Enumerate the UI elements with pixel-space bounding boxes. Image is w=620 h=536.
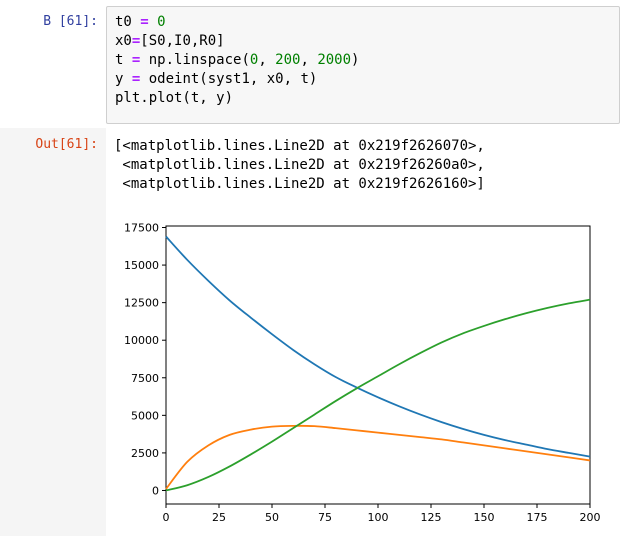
y-tick-label: 0	[152, 484, 159, 497]
code-line: t0 = 0	[115, 13, 359, 32]
y-tick-label: 17500	[124, 222, 159, 235]
code-token: 2000	[317, 52, 352, 68]
code-line: y = odeint(syst1, x0, t)	[115, 70, 359, 89]
x-tick-label: 150	[474, 511, 495, 524]
x-tick-label: 200	[580, 511, 601, 524]
plot-area	[165, 225, 591, 505]
input-prompt: В [61]:	[43, 14, 98, 29]
code-token: =	[131, 33, 141, 49]
x-tick-label: 175	[527, 511, 548, 524]
series-line-3	[165, 298, 591, 492]
output-line: <matplotlib.lines.Line2D at 0x219f262616…	[114, 176, 485, 192]
code-token: y	[115, 71, 132, 87]
x-tick-label: 0	[163, 511, 170, 524]
code-token: [S0,I0,R0]	[140, 33, 225, 49]
output-line: <matplotlib.lines.Line2D at 0x219f26260a…	[114, 157, 485, 173]
code-token: =	[140, 14, 149, 30]
x-tick-label: 25	[212, 511, 226, 524]
code-token: =	[131, 52, 141, 68]
x-tick-label: 125	[421, 511, 442, 524]
code-token: ,	[258, 52, 276, 68]
x-tick-label: 50	[265, 511, 279, 524]
code-input-area[interactable]: t0 = 0 x0=[S0,I0,R0] t = np.linspace(0, 20…	[106, 6, 620, 124]
line-chart: 0 25 50 75 100 125 150 175 200 0 2500 5000 7500 10000…	[124, 222, 601, 524]
code-token: 200	[275, 52, 301, 68]
y-tick-label: 5000	[131, 409, 159, 422]
x-tick-label: 75	[318, 511, 332, 524]
output-text: [<matplotlib.lines.Line2D at 0x219f26260…	[114, 137, 485, 194]
code-token: 0	[249, 52, 259, 68]
code-editor[interactable]: t0 = 0 x0=[S0,I0,R0] t = np.linspace(0, 20…	[115, 13, 359, 108]
code-token	[149, 14, 157, 30]
y-tick-label: 7500	[131, 372, 159, 385]
y-tick-label: 12500	[124, 297, 159, 310]
code-token: =	[131, 71, 141, 87]
code-token: odeint(syst1, x0, t)	[140, 71, 318, 87]
y-tick-label: 15000	[124, 259, 159, 272]
series-line-1	[165, 235, 591, 458]
y-tick-label: 10000	[124, 334, 159, 347]
code-line: plt.plot(t, y)	[115, 89, 359, 108]
y-tick-label: 2500	[131, 447, 159, 460]
code-token: t	[115, 52, 132, 68]
output-line: [<matplotlib.lines.Line2D at 0x219f26260…	[114, 138, 485, 154]
output-prompt: Out[61]:	[35, 137, 98, 152]
code-token: )	[351, 52, 360, 68]
code-token: np.linspace(	[140, 52, 250, 68]
code-token: t0	[115, 14, 141, 30]
code-line: x0=[S0,I0,R0]	[115, 32, 359, 51]
code-token: x0	[115, 33, 132, 49]
code-token: ,	[300, 52, 318, 68]
output-gutter	[0, 128, 106, 536]
code-token: plt.plot(t, y)	[115, 90, 234, 106]
x-tick-label: 100	[368, 511, 389, 524]
series-line-2	[165, 424, 591, 490]
code-token: 0	[157, 14, 166, 30]
code-line: t = np.linspace(0, 200, 2000)	[115, 51, 359, 70]
